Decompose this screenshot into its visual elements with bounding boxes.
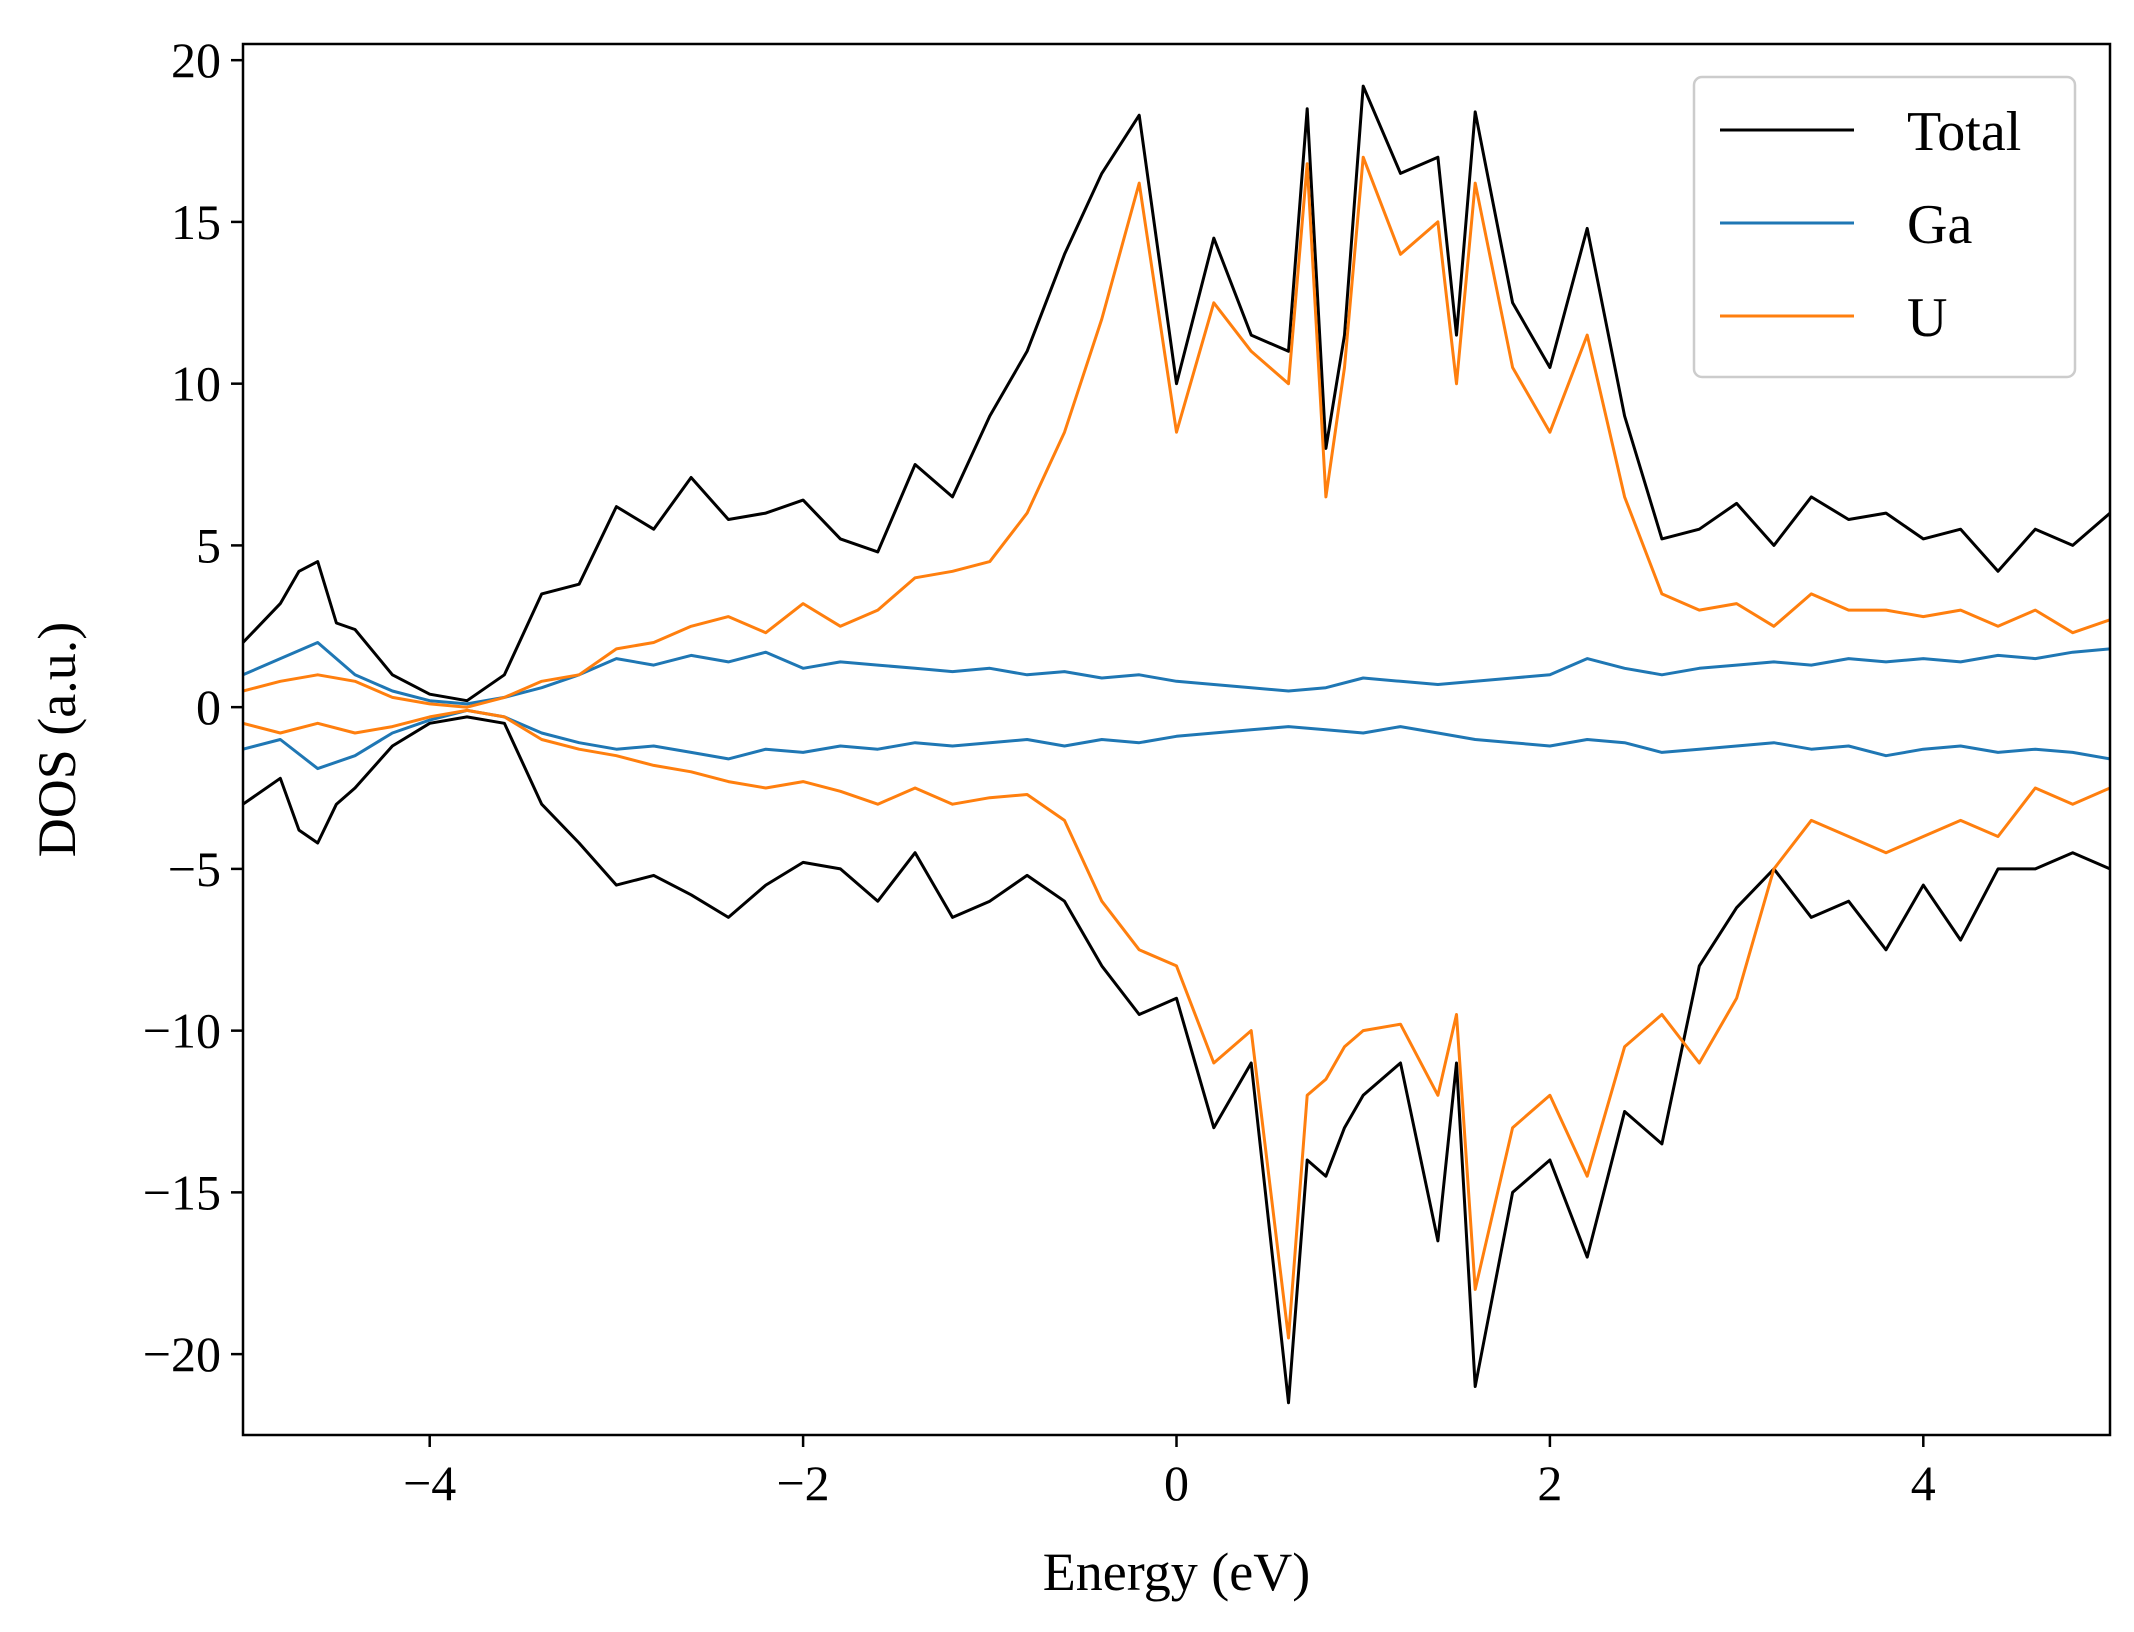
y-tick-label: −5 <box>168 841 221 897</box>
y-tick-label: 0 <box>196 679 221 735</box>
series-layer <box>243 84 2110 1405</box>
x-tick-label: −4 <box>403 1455 456 1511</box>
y-tick-label: 15 <box>171 194 221 250</box>
y-tick-label: 5 <box>196 517 221 573</box>
series-line-total-spin-down <box>243 715 2110 1405</box>
y-tick-label: 10 <box>171 356 221 412</box>
y-axis-ticks: 20 15 10 5 0 −5 −10 −15 −20 <box>143 32 243 1382</box>
legend-label-u: U <box>1907 287 1947 349</box>
y-tick-label: −10 <box>143 1003 221 1059</box>
x-tick-label: 2 <box>1537 1455 1562 1511</box>
x-tick-label: −2 <box>776 1455 829 1511</box>
x-axis-ticks: −4 −2 0 2 4 <box>403 1435 1936 1511</box>
legend-label-ga: Ga <box>1907 194 1972 256</box>
series-line-ga-spin-up <box>243 641 2110 706</box>
series-line-u-spin-up <box>243 155 2110 709</box>
y-tick-label: −20 <box>143 1326 221 1382</box>
legend-box <box>1692 75 2077 379</box>
y-tick-label: 20 <box>171 32 221 88</box>
y-tick-label: −15 <box>143 1164 221 1220</box>
series-line-total-spin-up <box>243 84 2110 703</box>
y-axis-label: DOS (a.u.) <box>27 622 87 857</box>
x-axis-label: Energy (eV) <box>1043 1542 1310 1602</box>
x-tick-label: 4 <box>1911 1455 1936 1511</box>
series-line-u-spin-down <box>243 708 2110 1340</box>
legend: Total Ga U <box>1692 75 2077 379</box>
x-tick-label: 0 <box>1164 1455 1189 1511</box>
series-line-ga-spin-down <box>243 708 2110 771</box>
legend-label-total: Total <box>1907 101 2021 163</box>
